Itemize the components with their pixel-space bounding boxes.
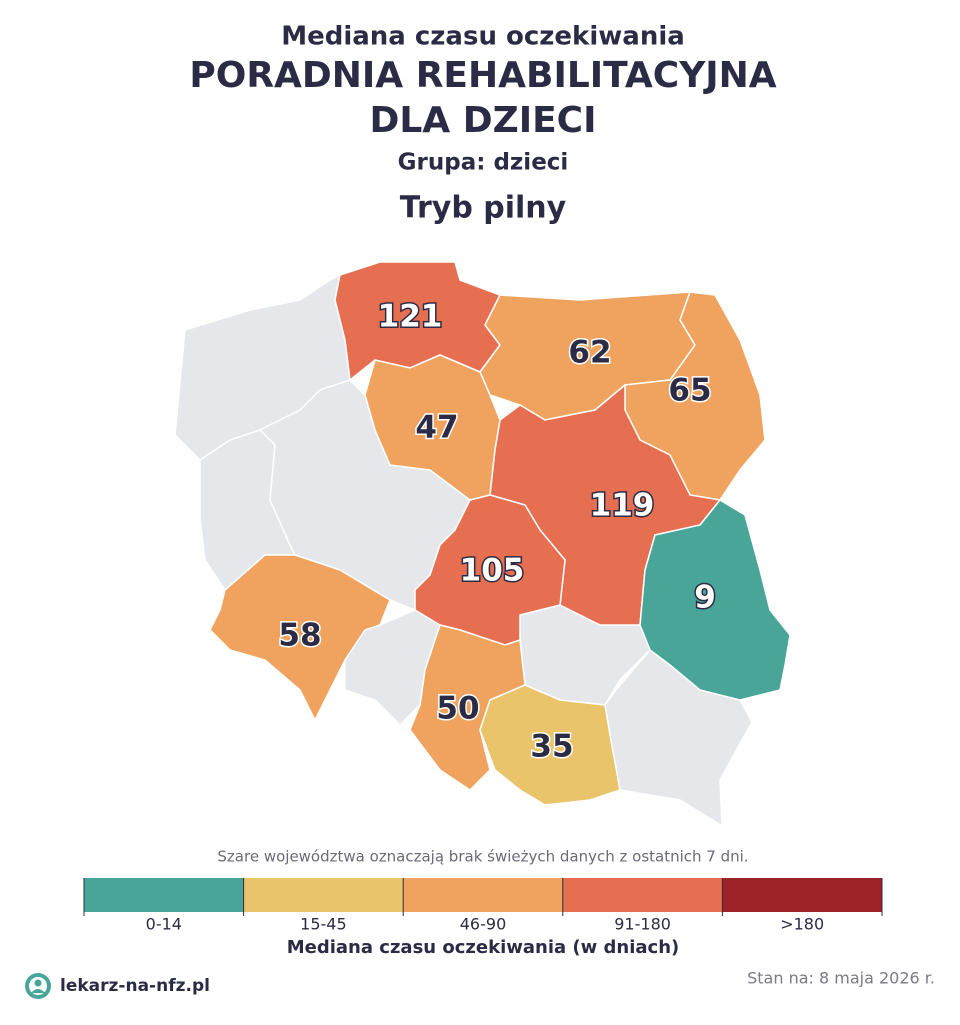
region-value: 121 [378, 299, 443, 335]
brand: lekarz-na-nfz.pl [60, 976, 210, 996]
region-value: 58 [278, 618, 321, 654]
map: 121 62 65 47 119 105 9 58 50 35 [174, 261, 791, 828]
region [639, 499, 791, 701]
group: Grupa: dzieci [398, 150, 569, 176]
legend-swatch [84, 878, 244, 912]
region-value: 105 [460, 553, 525, 589]
legend: 0-14 15-45 46-90 91-180 >180 [83, 878, 883, 934]
note: Szare województwa oznaczają brak świeżyc… [217, 848, 748, 866]
region [409, 624, 526, 791]
region-value: 9 [694, 580, 716, 616]
region-value: 47 [415, 410, 458, 446]
legend-label: 15-45 [300, 915, 347, 934]
legend-label: 46-90 [460, 915, 507, 934]
title: PORADNIA REHABILITACYJNA [189, 55, 776, 96]
brand-logo [25, 973, 51, 999]
legend-label: 91-180 [614, 915, 671, 934]
legend-title: Mediana czasu oczekiwania (w dniach) [287, 937, 680, 958]
region-value: 62 [568, 335, 611, 371]
subtitle: Mediana czasu oczekiwania [281, 22, 685, 52]
region-value: 65 [668, 373, 711, 409]
region-value: 50 [436, 691, 479, 727]
legend-label: >180 [780, 915, 824, 934]
title: DLA DZIECI [369, 100, 596, 141]
region [209, 554, 391, 722]
legend-label: 0-14 [146, 915, 182, 934]
mode: Tryb pilny [400, 191, 567, 226]
legend-swatch [403, 878, 563, 912]
region-value: 35 [530, 729, 573, 765]
legend-swatch [562, 878, 723, 912]
legend-swatch [243, 878, 404, 912]
region [479, 684, 621, 806]
date: Stan na: 8 maja 2026 r. [747, 969, 935, 988]
region-value: 119 [590, 488, 655, 524]
legend-swatch [722, 878, 882, 912]
